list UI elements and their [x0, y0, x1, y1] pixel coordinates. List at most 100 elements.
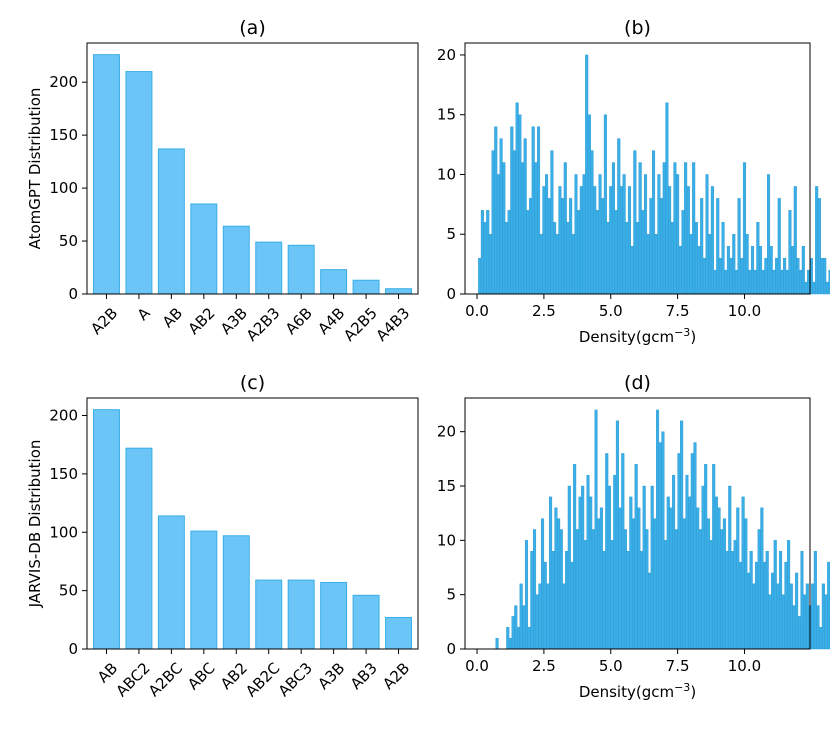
- histogram-bar: [686, 186, 690, 295]
- histogram-bar: [748, 269, 752, 295]
- histogram-bar: [665, 102, 669, 295]
- panel-b: 0 5 10 15 20 0.0 2.5 5.0 7.5 10.0 Density(gcm−3) (b…: [437, 17, 830, 346]
- x-axis-label-sup: −3: [674, 326, 690, 339]
- histogram-bar: [617, 138, 621, 295]
- histogram-bar: [526, 210, 530, 295]
- histogram-bar: [495, 637, 499, 650]
- histogram-bar: [579, 186, 583, 295]
- histogram-bar: [515, 102, 519, 295]
- histogram-bar: [571, 234, 575, 295]
- histogram-bar: [496, 174, 500, 295]
- histogram-bar: [789, 583, 793, 650]
- bar-abc2: [125, 447, 153, 650]
- histogram-bar: [652, 150, 656, 295]
- histogram-bar: [606, 222, 610, 295]
- panel-title: (b): [624, 17, 651, 39]
- histogram-bar: [550, 150, 554, 295]
- histogram-bar: [598, 174, 602, 295]
- histogram-bar: [621, 453, 625, 650]
- y-tick-label: 5: [446, 586, 456, 604]
- histogram-bar: [730, 551, 734, 650]
- histogram-bar: [549, 496, 553, 650]
- histogram-bar: [799, 269, 803, 295]
- bars-b: [478, 54, 830, 295]
- histogram-bar: [701, 485, 705, 650]
- histogram-bar: [648, 572, 652, 650]
- x-tick-label: 0.0: [465, 657, 489, 675]
- histogram-bar: [817, 198, 821, 295]
- histogram-bar: [569, 198, 573, 295]
- histogram-bar: [528, 198, 533, 295]
- x-tick-label: 2.5: [532, 657, 556, 675]
- y-tick-label: 200: [49, 407, 78, 425]
- bar-a2bc: [157, 515, 185, 650]
- histogram-bar: [705, 174, 709, 295]
- y-tick-label: 15: [437, 477, 456, 495]
- x-tick-label: 5.0: [599, 657, 623, 675]
- histogram-bar: [534, 162, 538, 295]
- histogram-bar: [777, 198, 781, 295]
- histogram-bar: [601, 198, 605, 295]
- y-tick-label: 20: [437, 46, 456, 64]
- histogram-bar: [551, 551, 555, 650]
- histogram-bar: [654, 234, 658, 295]
- histogram-bar: [653, 518, 657, 650]
- histogram-bar: [672, 474, 676, 650]
- histogram-bar: [618, 507, 622, 650]
- x-axis-label-sup: −3: [674, 681, 690, 694]
- histogram-bar: [685, 474, 689, 650]
- x-tick-label: AB: [159, 304, 186, 331]
- histogram-bar: [741, 496, 745, 650]
- histogram-bar: [728, 485, 732, 650]
- histogram-bar: [704, 464, 708, 650]
- histogram-bar: [661, 431, 665, 650]
- histogram-bar: [773, 540, 777, 650]
- histogram-bar: [768, 594, 772, 650]
- histogram-bar: [514, 605, 518, 650]
- x-tick-label: 10.0: [728, 302, 761, 320]
- histogram-bar: [709, 540, 713, 650]
- axes-frame: [464, 42, 811, 295]
- panel-a: A2B A ABAB2A3BA2B3A6BA4BA2B5A4B30501001502…: [26, 17, 419, 345]
- histogram-bar: [821, 583, 825, 650]
- histogram-bar: [823, 257, 827, 295]
- histogram-bar: [519, 583, 523, 650]
- histogram-bar: [638, 162, 642, 295]
- histogram-bar: [629, 496, 633, 650]
- histogram-bar: [680, 420, 684, 650]
- histogram-bar: [753, 269, 757, 295]
- histogram-bar: [547, 198, 551, 295]
- y-tick-label: 100: [49, 179, 78, 197]
- histogram-bar: [543, 561, 547, 650]
- histogram-bar: [631, 518, 636, 650]
- histogram-bar: [721, 222, 725, 295]
- y-tick-label: 5: [446, 225, 456, 243]
- histogram-bar: [585, 54, 589, 295]
- histogram-bar: [666, 496, 670, 650]
- histogram-bar: [776, 583, 780, 650]
- x-tick-label: 10.0: [728, 657, 761, 675]
- histogram-bar: [522, 605, 526, 650]
- histogram-bar: [518, 114, 522, 295]
- histogram-bar: [819, 627, 823, 650]
- histogram-bar: [578, 496, 582, 650]
- y-tick-label: 10: [437, 165, 456, 183]
- histogram-bar: [577, 210, 581, 295]
- histogram-bar: [488, 234, 492, 295]
- histogram-bar: [698, 529, 702, 650]
- histogram-bar: [724, 269, 728, 295]
- histogram-bar: [591, 529, 595, 650]
- x-axis-label-end: ): [690, 683, 696, 701]
- histogram-bar: [595, 210, 599, 295]
- bar-a6b: [287, 244, 315, 295]
- histogram-bar: [752, 583, 756, 650]
- x-tick-label: AB2C: [242, 659, 283, 700]
- histogram-bar: [827, 561, 830, 650]
- bar-a: [125, 71, 153, 295]
- y-tick-label: 50: [59, 582, 78, 600]
- histogram-bar: [758, 245, 763, 295]
- histogram-bar: [716, 198, 720, 295]
- histogram-bar: [630, 245, 634, 295]
- histogram-bar: [587, 114, 591, 295]
- histogram-bar: [508, 637, 513, 650]
